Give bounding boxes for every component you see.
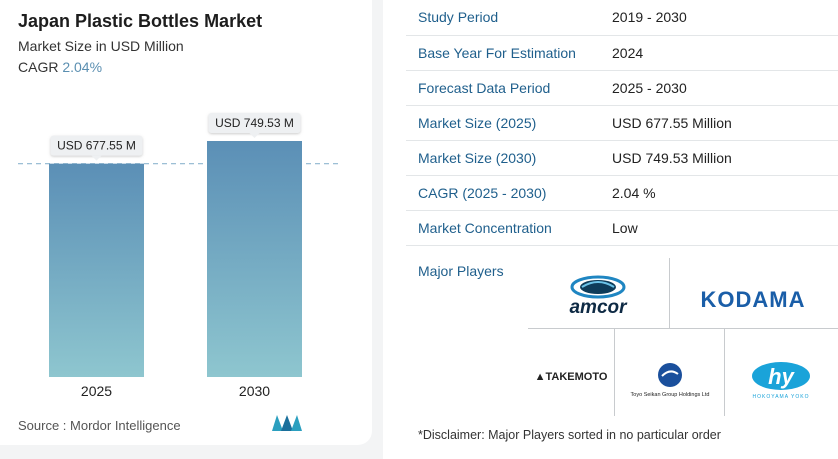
bar-2030 (207, 141, 302, 377)
fact-row: Study Period 2019 - 2030 (406, 0, 838, 36)
players-divider (669, 258, 670, 328)
fact-value: 2019 - 2030 (600, 0, 838, 36)
disclaimer-text: *Disclaimer: Major Players sorted in no … (418, 428, 721, 442)
fact-value: 2024 (600, 35, 838, 71)
players-divider (528, 328, 838, 329)
market-chart-card: Japan Plastic Bottles Market Market Size… (0, 0, 372, 445)
fact-key: Market Size (2025) (406, 105, 600, 141)
market-facts-table: Study Period 2019 - 2030 Base Year For Es… (406, 0, 838, 246)
fact-row: Market Concentration Low (406, 210, 838, 246)
fact-value: USD 749.53 Million (600, 140, 838, 176)
hy-logo-icon: hy (752, 362, 810, 390)
takemoto-text: TAKEMOTO (545, 371, 608, 383)
cagr-label: CAGR (18, 59, 59, 75)
fact-key: Base Year For Estimation (406, 35, 600, 71)
amcor-globe-icon (570, 275, 626, 299)
x-tick-label: 2025 (81, 383, 112, 399)
hokoyama-logo: hy HOKOYAMA YOKO (731, 355, 831, 405)
toyo-seikan-emblem-icon (658, 363, 682, 387)
bar-chart: USD 677.55 M 2025 USD 749.53 M 2030 (18, 113, 340, 399)
fact-row: Forecast Data Period 2025 - 2030 (406, 70, 838, 106)
data-label: USD 749.53 M (215, 116, 294, 130)
fact-value: Low (600, 210, 838, 246)
fact-key: Study Period (406, 0, 600, 36)
fact-key: Market Size (2030) (406, 140, 600, 176)
data-label-box (50, 135, 143, 156)
players-divider (614, 328, 615, 416)
mordor-intelligence-logo-icon (272, 415, 302, 431)
toyo-seikan-wordmark: Toyo Seikan Group Holdings Ltd (630, 392, 710, 398)
fact-key: CAGR (2025 - 2030) (406, 175, 600, 211)
hy-logo-text: hy (768, 364, 795, 389)
fact-row: Market Size (2030) USD 749.53 Million (406, 140, 838, 176)
kodama-wordmark: KODAMA (700, 287, 806, 312)
cagr-line: CAGR 2.04% (18, 59, 102, 75)
data-label-pointer (249, 133, 260, 138)
takemoto-mark-icon: ▲ (534, 371, 546, 383)
x-tick-label: 2030 (239, 383, 270, 399)
market-facts-panel: Study Period 2019 - 2030 Base Year For Es… (383, 0, 838, 459)
hy-caption: HOKOYAMA YOKO (752, 394, 810, 400)
data-label: USD 677.55 M (57, 139, 136, 153)
toyo-seikan-logo: Toyo Seikan Group Holdings Ltd (618, 355, 722, 405)
fact-row: Market Size (2025) USD 677.55 Million (406, 105, 838, 141)
amcor-logo: amcor (543, 272, 653, 322)
major-players-label: Major Players (418, 263, 504, 279)
kodama-logo: KODAMA (683, 280, 823, 320)
fact-key: Forecast Data Period (406, 70, 600, 106)
players-divider (724, 328, 725, 416)
chart-subtitle: Market Size in USD Million (18, 38, 184, 54)
fact-value: USD 677.55 Million (600, 105, 838, 141)
fact-key: Market Concentration (406, 210, 600, 246)
takemoto-wordmark: ▲TAKEMOTO (535, 371, 608, 383)
fact-value: 2025 - 2030 (600, 70, 838, 106)
cagr-value: 2.04% (62, 59, 103, 75)
fact-row: CAGR (2025 - 2030) 2.04 % (406, 175, 838, 211)
data-label-box (208, 113, 301, 133)
fact-value: 2.04 % (600, 175, 838, 211)
amcor-wordmark: amcor (569, 297, 627, 318)
takemoto-logo: ▲TAKEMOTO (531, 365, 611, 389)
fact-row: Base Year For Estimation 2024 (406, 35, 838, 71)
source-text: Source : Mordor Intelligence (18, 418, 181, 433)
chart-title: Japan Plastic Bottles Market (18, 11, 263, 31)
bar-2025 (49, 163, 144, 377)
data-label-pointer (91, 155, 102, 161)
